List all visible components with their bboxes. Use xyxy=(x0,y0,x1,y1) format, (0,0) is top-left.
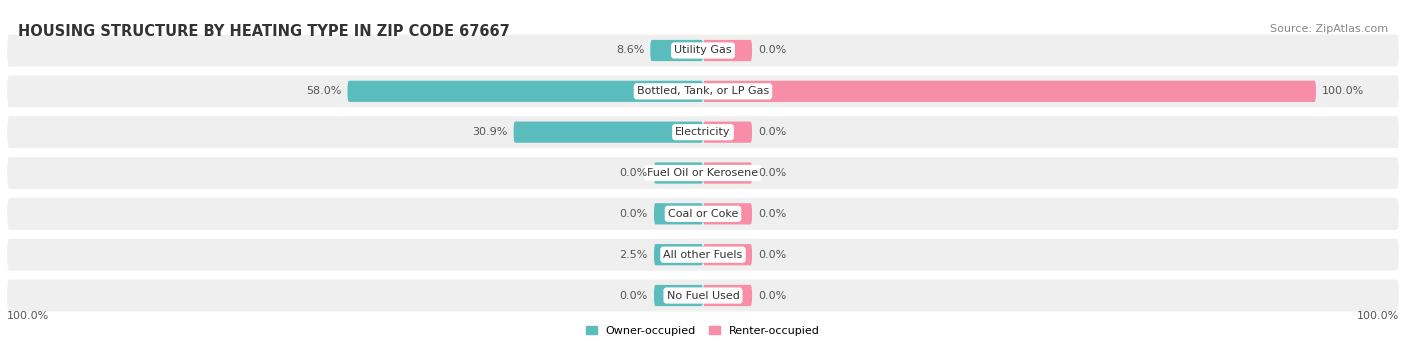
Text: 58.0%: 58.0% xyxy=(307,86,342,97)
FancyBboxPatch shape xyxy=(7,75,1399,107)
FancyBboxPatch shape xyxy=(7,34,1399,66)
FancyBboxPatch shape xyxy=(703,244,752,265)
FancyBboxPatch shape xyxy=(703,203,752,224)
FancyBboxPatch shape xyxy=(654,285,703,306)
FancyBboxPatch shape xyxy=(654,162,703,183)
FancyBboxPatch shape xyxy=(7,116,1399,148)
FancyBboxPatch shape xyxy=(703,162,752,183)
FancyBboxPatch shape xyxy=(7,157,1399,189)
Text: No Fuel Used: No Fuel Used xyxy=(666,291,740,300)
FancyBboxPatch shape xyxy=(347,81,703,102)
Text: 0.0%: 0.0% xyxy=(620,209,648,219)
Text: 100.0%: 100.0% xyxy=(7,311,49,321)
Text: 8.6%: 8.6% xyxy=(616,45,644,56)
Text: 0.0%: 0.0% xyxy=(758,168,786,178)
FancyBboxPatch shape xyxy=(703,81,1316,102)
FancyBboxPatch shape xyxy=(654,203,703,224)
FancyBboxPatch shape xyxy=(7,280,1399,311)
Text: Electricity: Electricity xyxy=(675,127,731,137)
Text: Source: ZipAtlas.com: Source: ZipAtlas.com xyxy=(1270,24,1388,34)
FancyBboxPatch shape xyxy=(703,40,752,61)
Text: 100.0%: 100.0% xyxy=(1357,311,1399,321)
FancyBboxPatch shape xyxy=(651,40,703,61)
Text: 30.9%: 30.9% xyxy=(472,127,508,137)
Text: HOUSING STRUCTURE BY HEATING TYPE IN ZIP CODE 67667: HOUSING STRUCTURE BY HEATING TYPE IN ZIP… xyxy=(18,24,510,39)
Text: Coal or Coke: Coal or Coke xyxy=(668,209,738,219)
Text: 0.0%: 0.0% xyxy=(620,291,648,300)
Text: 0.0%: 0.0% xyxy=(758,45,786,56)
Text: All other Fuels: All other Fuels xyxy=(664,250,742,260)
Text: 2.5%: 2.5% xyxy=(620,250,648,260)
Text: 0.0%: 0.0% xyxy=(758,127,786,137)
Text: Utility Gas: Utility Gas xyxy=(675,45,731,56)
Text: Bottled, Tank, or LP Gas: Bottled, Tank, or LP Gas xyxy=(637,86,769,97)
Text: Fuel Oil or Kerosene: Fuel Oil or Kerosene xyxy=(647,168,759,178)
Text: 0.0%: 0.0% xyxy=(620,168,648,178)
Text: 0.0%: 0.0% xyxy=(758,250,786,260)
FancyBboxPatch shape xyxy=(7,239,1399,271)
FancyBboxPatch shape xyxy=(703,285,752,306)
FancyBboxPatch shape xyxy=(513,121,703,143)
FancyBboxPatch shape xyxy=(7,198,1399,230)
Text: 0.0%: 0.0% xyxy=(758,209,786,219)
Text: 0.0%: 0.0% xyxy=(758,291,786,300)
Text: 100.0%: 100.0% xyxy=(1322,86,1364,97)
FancyBboxPatch shape xyxy=(703,121,752,143)
FancyBboxPatch shape xyxy=(654,244,703,265)
Legend: Owner-occupied, Renter-occupied: Owner-occupied, Renter-occupied xyxy=(586,326,820,336)
